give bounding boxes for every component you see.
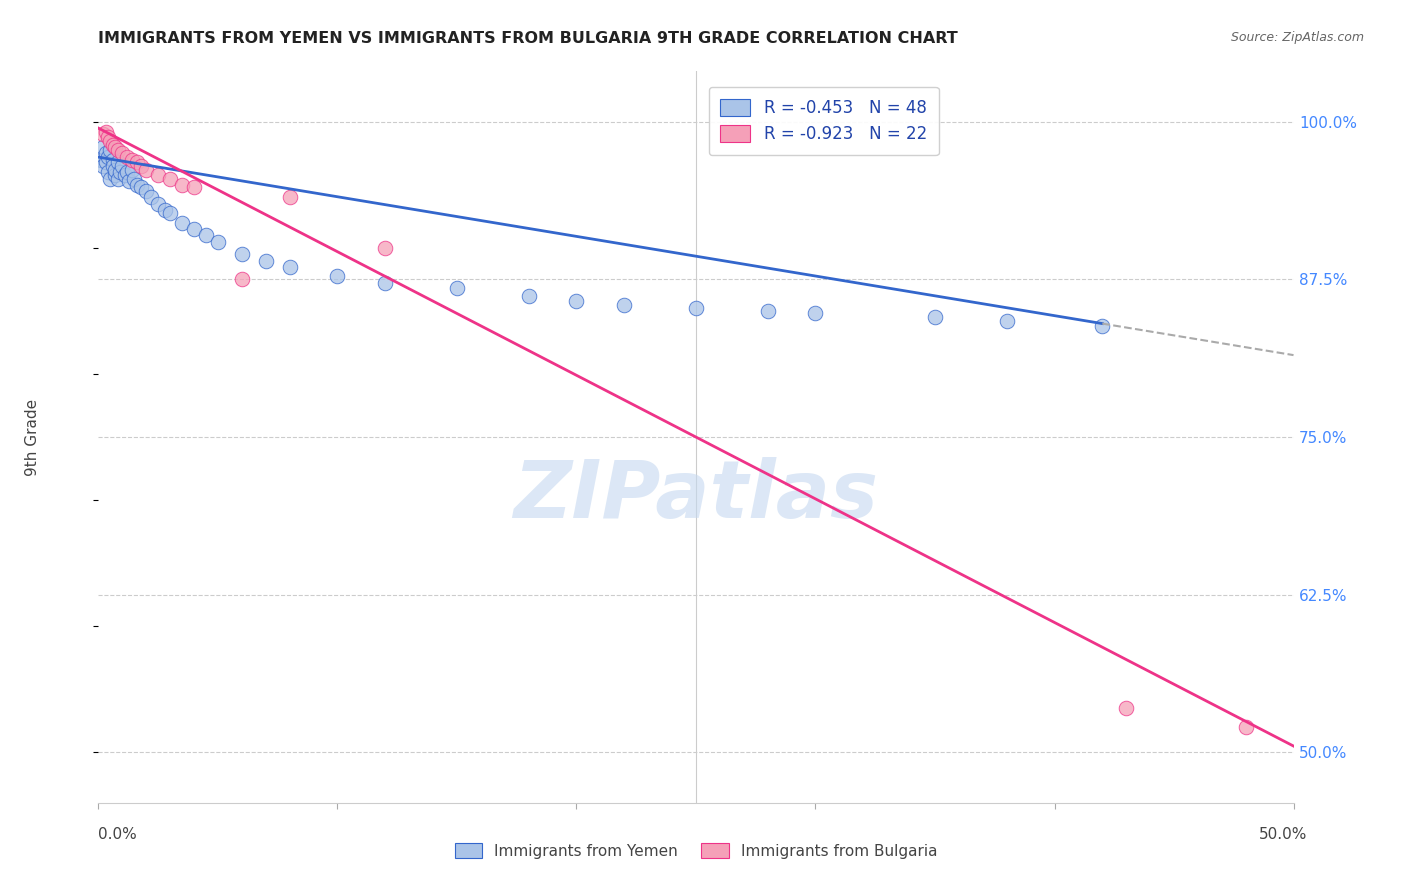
Point: [104, 140, 127, 154]
Point: [326, 268, 349, 283]
Text: ZIPatlas: ZIPatlas: [513, 457, 879, 534]
Point: [756, 304, 779, 318]
Text: 9th Grade: 9th Grade: [25, 399, 41, 475]
Point: [98, 143, 122, 157]
Point: [94, 125, 117, 139]
Text: 0.0%: 0.0%: [98, 827, 138, 841]
Point: [90, 153, 112, 167]
Point: [172, 178, 194, 192]
Point: [131, 159, 153, 173]
Point: [121, 153, 143, 167]
Point: [374, 277, 396, 291]
Point: [115, 165, 138, 179]
Text: 50.0%: 50.0%: [1260, 827, 1308, 841]
Point: [107, 155, 129, 169]
Point: [108, 165, 131, 179]
Point: [517, 289, 540, 303]
Point: [374, 241, 396, 255]
Legend: Immigrants from Yemen, Immigrants from Bulgaria: Immigrants from Yemen, Immigrants from B…: [449, 837, 943, 864]
Point: [159, 171, 181, 186]
Point: [183, 222, 205, 236]
Point: [278, 190, 301, 204]
Point: [104, 168, 127, 182]
Point: [101, 159, 124, 173]
Point: [111, 146, 134, 161]
Point: [118, 174, 141, 188]
Point: [97, 165, 120, 179]
Point: [91, 159, 114, 173]
Point: [231, 247, 253, 261]
Point: [125, 178, 148, 192]
Point: [1234, 720, 1257, 734]
Point: [565, 293, 588, 308]
Point: [94, 155, 117, 169]
Point: [98, 171, 122, 186]
Point: [995, 314, 1018, 328]
Text: Source: ZipAtlas.com: Source: ZipAtlas.com: [1230, 31, 1364, 45]
Point: [121, 162, 143, 177]
Point: [148, 196, 170, 211]
Point: [111, 159, 134, 173]
Point: [685, 301, 707, 316]
Point: [183, 180, 205, 194]
Point: [131, 180, 153, 194]
Point: [104, 162, 127, 177]
Point: [446, 281, 468, 295]
Point: [194, 228, 218, 243]
Point: [101, 137, 124, 152]
Point: [159, 205, 181, 219]
Point: [101, 153, 124, 167]
Point: [98, 134, 122, 148]
Point: [207, 235, 229, 249]
Point: [135, 184, 157, 198]
Point: [148, 168, 170, 182]
Point: [97, 150, 120, 164]
Point: [278, 260, 301, 274]
Point: [125, 155, 148, 169]
Point: [91, 140, 114, 154]
Point: [924, 310, 946, 325]
Point: [107, 143, 129, 157]
Point: [91, 128, 114, 142]
Text: IMMIGRANTS FROM YEMEN VS IMMIGRANTS FROM BULGARIA 9TH GRADE CORRELATION CHART: IMMIGRANTS FROM YEMEN VS IMMIGRANTS FROM…: [98, 31, 957, 46]
Point: [613, 298, 636, 312]
Point: [139, 190, 162, 204]
Point: [107, 171, 129, 186]
Point: [254, 253, 277, 268]
Point: [172, 216, 194, 230]
Point: [1091, 319, 1114, 334]
Point: [124, 171, 146, 186]
Point: [155, 203, 177, 218]
Point: [1115, 701, 1137, 715]
Point: [231, 272, 253, 286]
Point: [135, 162, 157, 177]
Point: [97, 130, 120, 145]
Point: [804, 306, 827, 320]
Point: [115, 150, 138, 164]
Point: [114, 168, 136, 182]
Point: [94, 146, 117, 161]
